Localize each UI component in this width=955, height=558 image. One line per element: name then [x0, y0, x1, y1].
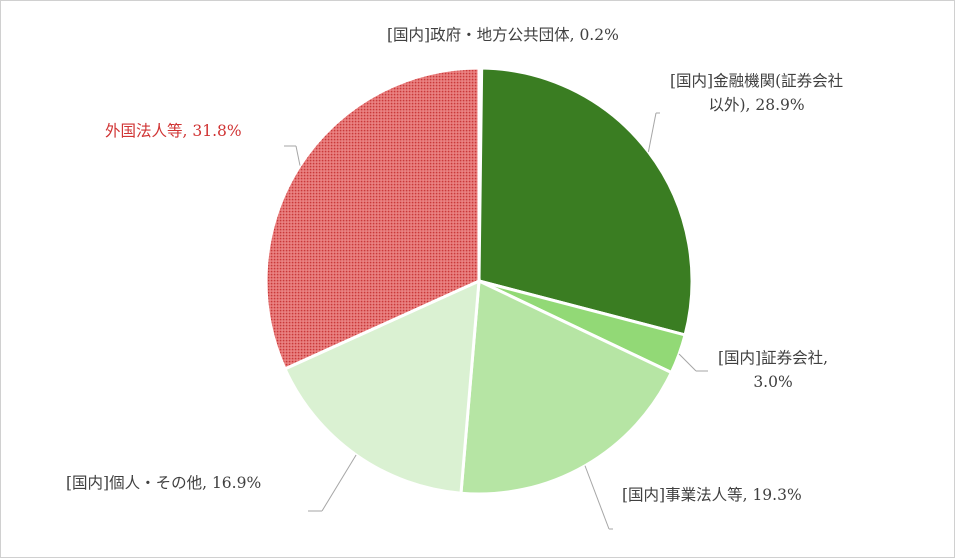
slice-label-foreign-corporations: 外国法人等, 31.8%	[105, 122, 242, 140]
leader-lines	[284, 112, 708, 530]
leader-line-foreign-corporations	[295, 145, 301, 166]
leader-line-securities-companies	[678, 353, 697, 372]
pie-slice-financial-institutions	[477, 66, 694, 337]
pie-slice-foreign-corporations	[264, 66, 481, 371]
leader-line-individuals	[321, 454, 357, 512]
leader-line-business-corporations	[584, 465, 610, 530]
leader-line-financial-institutions	[647, 112, 657, 152]
pie-slice-individuals	[282, 278, 481, 495]
slice-label-financial-institutions: [国内]金融機関(証券会社 以外), 28.9%	[670, 72, 844, 115]
slice-label-individuals: [国内]個人・その他, 16.9%	[66, 474, 262, 492]
slice-label-government: [国内]政府・地方公共団体, 0.2%	[387, 26, 619, 44]
slice-label-securities-companies: [国内]証券会社, 3.0%	[718, 349, 829, 392]
slice-label-business-corporations: [国内]事業法人等, 19.3%	[622, 486, 802, 504]
pie-slices	[264, 66, 694, 496]
